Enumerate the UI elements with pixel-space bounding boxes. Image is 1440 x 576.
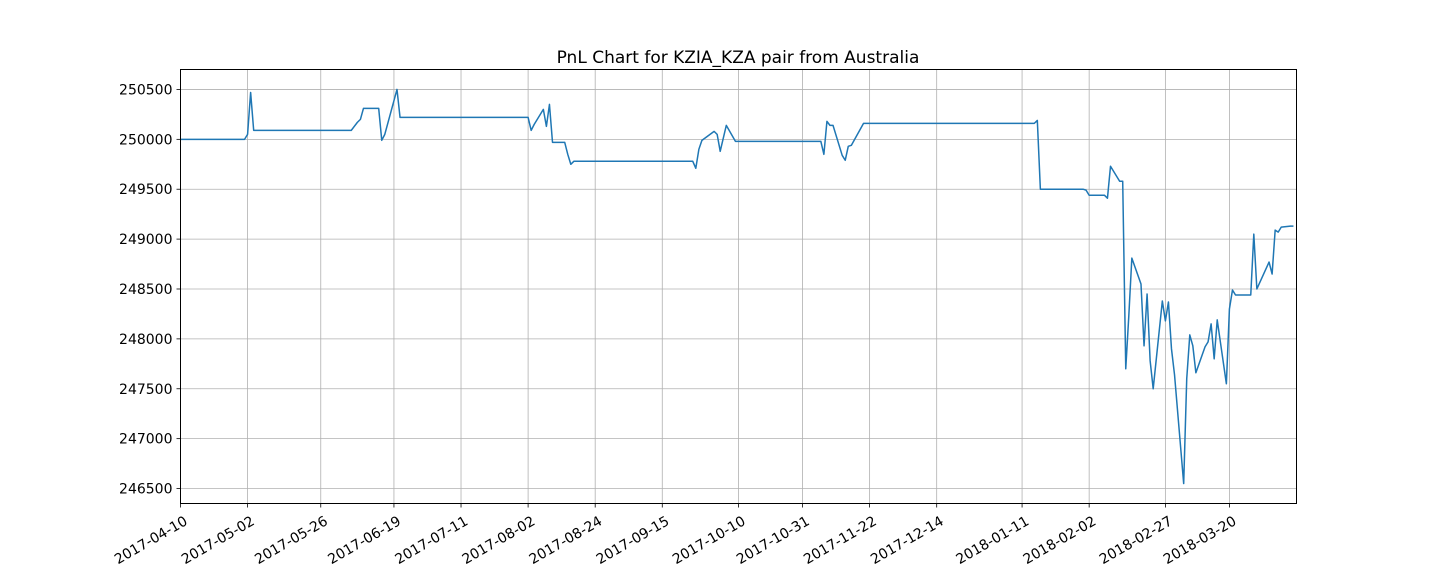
grid — [180, 69, 1297, 504]
chart-title: PnL Chart for KZIA_KZA pair from Austral… — [557, 48, 920, 68]
y-tick-label: 249000 — [119, 232, 172, 248]
y-tick-label: 248000 — [119, 332, 172, 348]
y-tick-label: 249500 — [119, 182, 172, 198]
pnl-series-line — [180, 88, 1294, 485]
y-tick-label: 247000 — [119, 432, 172, 448]
y-axis-ticks: 246500 247000 247500 248000 248500 249000 2495… — [119, 82, 181, 498]
y-tick-label: 246500 — [119, 482, 172, 498]
y-tick-label: 247500 — [119, 382, 172, 398]
y-tick-label: 250000 — [119, 132, 172, 148]
series — [180, 88, 1294, 485]
y-tick-label: 248500 — [119, 282, 172, 298]
y-tick-label: 250500 — [119, 82, 172, 98]
